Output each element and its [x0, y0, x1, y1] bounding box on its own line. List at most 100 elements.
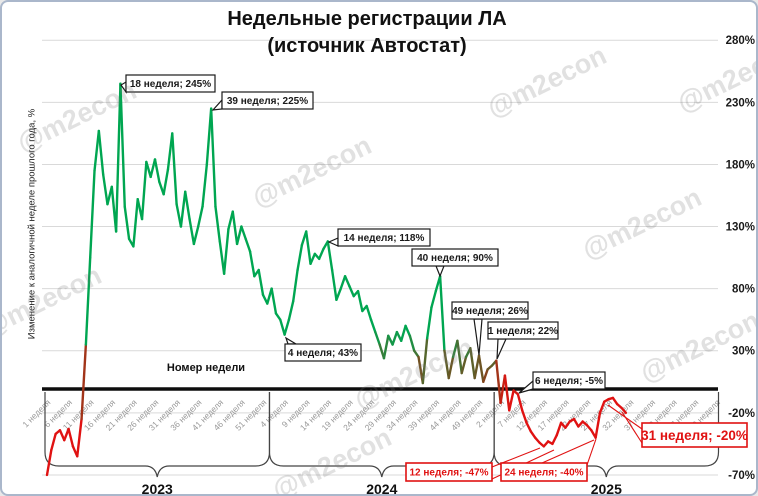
data-line-segment [430, 289, 437, 309]
y-tick-label: 80% [732, 284, 755, 296]
data-line-segment [132, 198, 139, 248]
data-line-segment [460, 355, 468, 375]
chart-title: Недельные регистрации ЛА (источник Автос… [2, 6, 732, 60]
data-line-segment [93, 129, 101, 172]
callout-box [451, 301, 529, 320]
data-line-segment [287, 299, 295, 321]
callout-leader [491, 447, 541, 468]
data-line-segment [270, 287, 278, 315]
data-line-segment [564, 420, 571, 429]
data-line-segment [326, 240, 334, 272]
data-line-segment [477, 354, 485, 383]
callout-box [337, 228, 431, 247]
data-line-segment [404, 324, 412, 338]
data-line-segment [235, 225, 243, 246]
data-line-segment [620, 406, 628, 415]
data-line-segment [382, 334, 390, 360]
data-line-segment [572, 417, 580, 428]
callout-tail [211, 98, 223, 111]
data-line-segment [348, 284, 355, 298]
x-axis-title: Номер недели [166, 362, 246, 374]
data-line-segment [317, 247, 325, 261]
data-line-segment [408, 334, 416, 352]
data-line-segment [374, 330, 381, 346]
data-line-segment [421, 337, 429, 385]
data-line-segment [516, 393, 524, 412]
y-tick-label: 230% [726, 97, 755, 109]
callout-box [487, 321, 559, 340]
callout-tail [496, 338, 507, 360]
callout-label: 24 неделя; -40% [504, 468, 583, 479]
data-line-segment [218, 240, 226, 275]
callout-box [411, 248, 499, 267]
data-line-segment [343, 275, 351, 288]
data-line-segment [240, 225, 247, 241]
y-tick-label: 280% [726, 35, 755, 47]
callout-label: 4 неделя; 43% [288, 348, 358, 359]
data-line-segment [184, 190, 191, 221]
data-line-segment [50, 432, 57, 452]
data-line-segment [171, 132, 178, 206]
data-line-segment [555, 421, 563, 437]
data-line-segment [508, 389, 515, 412]
data-line-segment [482, 368, 489, 383]
data-line-segment [339, 275, 347, 290]
callout-box [221, 91, 314, 110]
data-line-segment [335, 287, 342, 302]
callout-label: 40 неделя; 90% [417, 253, 493, 264]
callout-tail [518, 379, 534, 394]
data-line-segment [296, 243, 304, 272]
callout-label: 39 неделя; 225% [227, 96, 308, 107]
data-line-segment [244, 237, 252, 253]
data-line-segment [196, 205, 204, 228]
y-tick-label: 30% [732, 346, 755, 358]
data-line-segment [525, 421, 533, 433]
data-line-segment [45, 448, 53, 477]
data-line-segment [76, 417, 83, 458]
data-line-segment [248, 250, 256, 278]
data-line-segment [305, 230, 312, 265]
chart-title-line1: Недельные регистрации ЛА [227, 8, 507, 30]
data-line-segment [438, 275, 446, 352]
callout-box [641, 422, 748, 448]
data-line-segment [119, 82, 126, 208]
data-line-segment [369, 318, 377, 334]
data-line-segment [413, 349, 420, 359]
chart-title-line2: (источник Автостат) [267, 35, 467, 57]
callout-tail [435, 265, 445, 278]
callout-label: 49 неделя; 26% [452, 306, 528, 317]
data-line-segment [473, 354, 481, 380]
callout-label: 6 неделя; -5% [535, 376, 603, 387]
data-line-segment [551, 433, 558, 446]
callout-leader [621, 411, 643, 444]
data-line-segment [153, 158, 161, 184]
data-line-segment [231, 210, 239, 246]
callout-box [125, 74, 216, 93]
callout-box [500, 462, 588, 482]
data-line-segment [292, 268, 299, 303]
callout-leader [586, 438, 597, 466]
data-line-segment [469, 347, 476, 380]
data-line-segment [145, 160, 152, 179]
data-line-segment [123, 205, 131, 241]
callout-leader [541, 439, 595, 464]
data-line-segment [283, 318, 291, 336]
data-line-segment [447, 355, 455, 380]
y-tick-label: 130% [726, 222, 755, 234]
data-line-segment [529, 430, 537, 439]
data-line-segment [279, 318, 286, 336]
callout-label: 12 неделя; -47% [409, 468, 488, 479]
callout-box [284, 343, 362, 362]
callout-box [405, 462, 493, 482]
data-line-segment [201, 163, 209, 208]
callout-tail [473, 318, 483, 356]
callout-label: 18 неделя; 245% [130, 79, 211, 90]
callout-label: 31 неделя; -20% [641, 428, 748, 443]
y-axis-title: Изменение к аналогичной неделе прошлого … [26, 108, 38, 340]
data-line-segment [140, 160, 148, 221]
y-tick-label: -70% [728, 470, 755, 482]
year-label: 2024 [366, 481, 397, 496]
data-line-segment [222, 227, 230, 275]
data-line-segment [58, 429, 66, 442]
